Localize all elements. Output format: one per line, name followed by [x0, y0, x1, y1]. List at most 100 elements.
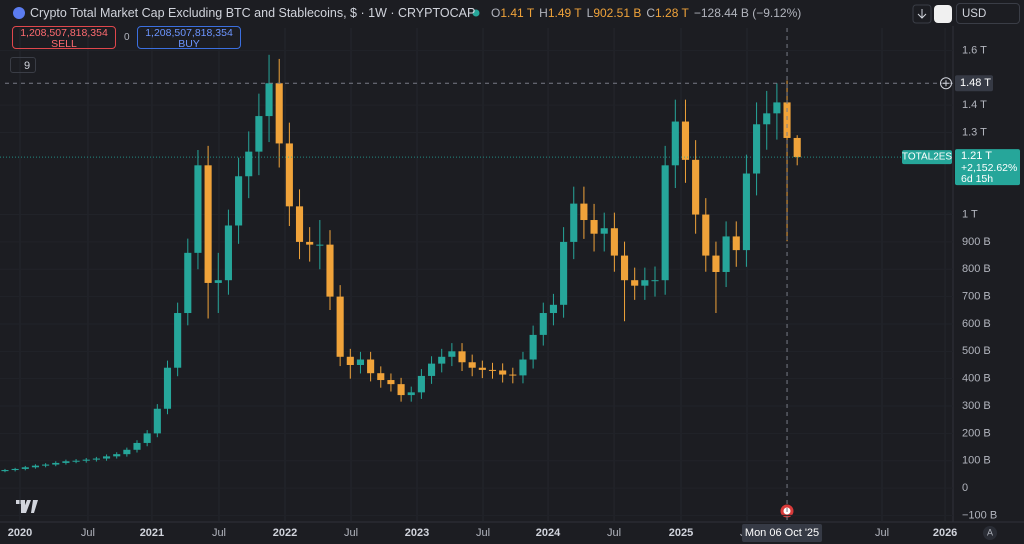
candle-body [62, 461, 70, 463]
symbol-tag-label: TOTAL2ES [902, 152, 953, 163]
candle-body [702, 214, 710, 256]
download-icon [917, 9, 927, 19]
candle-body [438, 356, 446, 364]
candle-body [793, 137, 801, 158]
candle-body [671, 121, 679, 166]
currency-select[interactable]: USD [956, 3, 1020, 24]
candle-body [509, 374, 517, 376]
x-tick-label: Jul [476, 527, 490, 539]
y-tick-label: 900 B [962, 236, 991, 248]
x-tick-label: Jul [875, 527, 889, 539]
candle-body [245, 151, 253, 177]
indicators-toggle[interactable]: 9 [10, 57, 36, 73]
sell-button[interactable]: 1,208,507,818,354 SELL [12, 26, 116, 50]
candle-body [224, 225, 232, 281]
y-tick-label: 300 B [962, 400, 991, 412]
add-alert-button[interactable] [940, 77, 952, 90]
candle-body [499, 370, 507, 375]
x-tick-label: Jul [81, 527, 95, 539]
ohlc-legend: O1.41 T H1.49 T L902.51 B C1.28 T −128.44 B … [486, 6, 801, 20]
candle-body [600, 228, 608, 234]
candle-body [204, 165, 212, 283]
y-tick-label: 200 B [962, 427, 991, 439]
candle-body [143, 433, 151, 443]
candle-body [692, 159, 700, 215]
bar-countdown: 6d 15h [961, 173, 993, 185]
add-alert-icon [943, 80, 949, 87]
crosshair-x-label: Mon 06 Oct '25 [745, 527, 819, 539]
candle-body [31, 465, 40, 468]
candle-body [275, 83, 283, 144]
candle-body [610, 228, 618, 256]
candle-body [753, 124, 761, 174]
x-tick-label: 2020 [8, 527, 32, 539]
candle-body [123, 449, 131, 455]
ohlc-value: 1.28 T [655, 6, 689, 20]
candle-body [316, 244, 324, 246]
candle-body [488, 369, 497, 371]
candle-body [478, 367, 486, 370]
y-tick-label: 400 B [962, 373, 991, 385]
candle-body [783, 102, 791, 138]
candle-body [712, 255, 720, 272]
candle-body [620, 255, 629, 281]
candle-body [255, 116, 263, 152]
candle-body [72, 460, 80, 462]
candle-body [428, 363, 436, 376]
candle-body [681, 121, 690, 160]
y-tick-label: 600 B [962, 318, 991, 330]
crosshair-x-tag [742, 524, 823, 542]
candle-body [367, 359, 375, 374]
crosshair-y-tag [955, 75, 993, 92]
y-tick-label: 1 T [962, 208, 978, 220]
sell-price: 1,208,507,818,354 [20, 27, 108, 39]
candle-body [763, 113, 771, 125]
candle-body [52, 462, 60, 465]
sell-label: SELL [51, 38, 77, 50]
candle-body [580, 203, 588, 221]
candle-body [397, 384, 405, 396]
y-tick-label: 1.4 T [962, 99, 987, 111]
candle-body [773, 102, 781, 114]
x-tick-label: 2022 [273, 527, 297, 539]
candle-body [417, 375, 425, 393]
ohlc-value: 1.41 T [500, 6, 535, 20]
spread: 0 [124, 32, 130, 43]
candle-body [21, 467, 29, 469]
y-tick-label: 800 B [962, 263, 991, 275]
y-tick-label: 1.3 T [962, 126, 987, 138]
candle-body [184, 252, 192, 314]
candle-body [722, 236, 730, 272]
fullscreen-button[interactable] [934, 5, 952, 23]
candle-body [265, 83, 273, 117]
candle-body [529, 334, 537, 360]
candle-body [732, 236, 740, 251]
grid [0, 28, 953, 522]
candle-body [163, 367, 172, 409]
candle-body [448, 351, 456, 357]
download-button[interactable] [912, 4, 932, 24]
ohlc-value: 902.51 B [593, 6, 642, 20]
candle-body [82, 459, 90, 461]
ohlc-key: L [586, 6, 594, 20]
candle-body [356, 359, 365, 365]
buy-price: 1,208,507,818,354 [145, 27, 233, 39]
candle-body [102, 456, 111, 459]
symbol-tag [902, 150, 952, 165]
y-tick-label: 1.6 T [962, 44, 987, 56]
candle-body [326, 244, 334, 297]
candle-body [407, 392, 415, 396]
candle-body [519, 359, 527, 376]
buy-button[interactable]: 1,208,507,818,354 BUY [137, 26, 241, 50]
candle-body [468, 362, 476, 368]
y-tick-label: −100 B [962, 509, 997, 521]
candle-body [133, 442, 141, 450]
ohlc-value: 1.49 T [547, 6, 582, 20]
candle-body [42, 464, 50, 466]
candle-body [214, 280, 222, 283]
auto-scale-button[interactable] [983, 526, 997, 540]
chart-title: Crypto Total Market Cap Excluding BTC an… [30, 6, 476, 20]
candle-body [560, 241, 568, 305]
